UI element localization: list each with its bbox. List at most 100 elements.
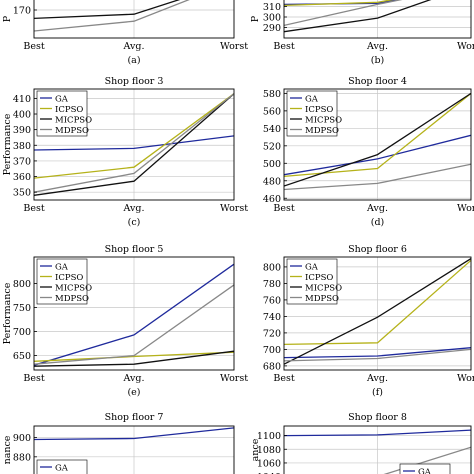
x-tick-label: Worst (220, 373, 248, 384)
y-tick-label: 750 (13, 303, 31, 314)
x-tick-label: Worst (457, 203, 474, 214)
x-tick-label: Worst (457, 373, 474, 384)
y-tick-label: 290 (263, 23, 281, 34)
x-tick-label: Avg. (366, 373, 388, 384)
series-line-icpso (284, 259, 471, 346)
series-line-mdpso (383, 446, 471, 474)
y-tick-label: 720 (263, 328, 281, 339)
subplot-caption: (f) (372, 387, 383, 398)
subplot-title: Shop floor 8 (348, 412, 407, 423)
series-line-ga (34, 135, 234, 151)
series-line-micpso (34, 350, 234, 367)
y-tick-label: 170 (13, 6, 31, 17)
series-line-icpso (284, 0, 394, 7)
axes-frame (33, 88, 235, 201)
y-tick-label: 880 (13, 452, 31, 463)
x-tick-label: Avg. (366, 203, 388, 214)
y-axis-label: Performance (2, 113, 13, 175)
legend-label-micpso: MICPSO (55, 283, 92, 293)
series-line-icpso (34, 93, 234, 179)
series-line-ga (284, 429, 471, 437)
series-line-ga (34, 427, 234, 441)
series-line-mdpso (284, 163, 471, 191)
y-tick-label: 700 (13, 327, 31, 338)
legend-label-micpso: MICPSO (55, 115, 92, 125)
subplot-title: Shop floor 7 (105, 412, 164, 423)
y-tick-label: 1060 (257, 458, 281, 469)
y-tick-label: 500 (263, 159, 281, 170)
y-tick-label: 1100 (257, 431, 281, 442)
subplot-caption: (d) (371, 217, 385, 228)
legend-label-ga: GA (55, 262, 69, 272)
axes-frame (33, 0, 235, 39)
legend-box (399, 463, 451, 474)
x-tick-label: Best (273, 41, 294, 52)
subplot-caption: (e) (127, 387, 140, 398)
legend-label-micpso: MICPSO (305, 115, 342, 125)
series-line-icpso (284, 92, 471, 178)
y-tick-label: 580 (263, 89, 281, 100)
x-tick-label: Worst (457, 41, 474, 52)
subplot-title: Shop floor 5 (105, 244, 164, 255)
y-tick-label: 360 (13, 172, 31, 183)
legend-label-mdpso: MDPSO (305, 126, 339, 136)
legend-label-ga: GA (55, 94, 69, 104)
y-axis-label: P (2, 15, 13, 22)
x-tick-label: Avg. (123, 203, 145, 214)
legend-label-mdpso: MDPSO (55, 126, 89, 136)
legend-label-icpso: ICPSO (55, 105, 83, 115)
series-line-mdpso (34, 284, 234, 365)
subplot-6: 680 700 720 740 760 780 800 Best Avg. Worst Shop f… (263, 244, 474, 398)
y-tick-label: 760 (263, 295, 281, 306)
x-tick-label: Avg. (123, 373, 145, 384)
x-tick-label: Worst (220, 41, 248, 52)
subplot-caption: (c) (128, 217, 141, 228)
x-tick-label: Avg. (123, 41, 145, 52)
legend-label-icpso: ICPSO (55, 273, 83, 283)
y-axis-label: P (250, 15, 261, 22)
y-axis-label: Performance (2, 282, 13, 344)
legend-label-micpso: MICPSO (305, 283, 342, 293)
y-tick-label: 780 (263, 279, 281, 290)
subplot-4: 460 480 500 520 540 560 580 Best Avg. Worst Shop f… (263, 76, 474, 228)
legend-label-ga: GA (418, 467, 432, 474)
x-tick-label: Best (23, 203, 44, 214)
y-tick-label: 650 (13, 351, 31, 362)
x-tick-label: Best (23, 373, 44, 384)
axes-frame (33, 256, 235, 371)
series-line-micpso (34, 93, 234, 196)
series-line-mdpso (34, 93, 234, 193)
series-line-ga (284, 347, 471, 359)
series-line-mdpso (34, 0, 190, 32)
y-tick-label: 680 (263, 361, 281, 372)
legend-label-ga: GA (305, 94, 319, 104)
y-tick-label: 480 (263, 176, 281, 187)
subplot-title: Shop floor 3 (105, 76, 164, 87)
subplot-caption: (a) (127, 55, 140, 66)
subplot-1: 170 Best Avg. Worst P (a) (2, 0, 248, 66)
y-tick-label: 520 (263, 141, 281, 152)
y-tick-label: 1040 (257, 472, 281, 474)
y-tick-label: 380 (13, 141, 31, 152)
y-tick-label: 700 (263, 345, 281, 356)
subplot-caption: (b) (371, 55, 385, 66)
series-line-ga (34, 263, 234, 366)
series-line-micpso (284, 0, 432, 33)
y-tick-label: 800 (13, 279, 31, 290)
axes-frame (33, 425, 235, 474)
subplot-title: Shop floor 4 (348, 76, 407, 87)
y-tick-label: 350 (13, 188, 31, 199)
y-tick-label: 390 (13, 125, 31, 136)
legend-label-icpso: ICPSO (305, 273, 333, 283)
y-tick-label: 370 (13, 156, 31, 167)
series-line-mdpso (284, 0, 403, 27)
y-tick-label: 540 (263, 124, 281, 135)
legend-box (36, 459, 88, 474)
y-tick-label: 740 (263, 312, 281, 323)
legend-label-ga: GA (305, 262, 319, 272)
x-tick-label: Best (23, 41, 44, 52)
series-line-icpso (34, 351, 234, 362)
